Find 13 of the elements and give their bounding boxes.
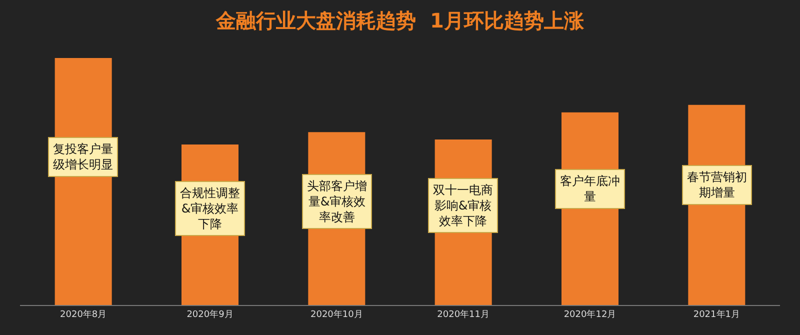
annotation: 双十一电商影响&审核效率下降 [433, 183, 493, 228]
x-tick-label: 2020年11月 [437, 308, 490, 320]
annotation: 合规性调整&审核效率下降 [180, 186, 240, 232]
chart-title: 金融行业大盘消耗趋势 1月环比趋势上涨 [215, 8, 585, 32]
annotation: 头部客户增量&审核效率改善 [307, 179, 367, 224]
annotation: 春节营销初期增量 [687, 170, 747, 200]
x-tick-label: 2020年10月 [310, 308, 363, 320]
annotation: 复投客户量级增长明显 [53, 142, 113, 172]
x-tick-label: 2020年8月 [60, 308, 107, 320]
x-tick-label: 2020年12月 [564, 308, 616, 320]
annotation: 客户年底冲量 [560, 174, 620, 204]
x-tick-label: 2020年9月 [186, 308, 234, 320]
x-tick-label: 2021年1月 [693, 308, 740, 320]
